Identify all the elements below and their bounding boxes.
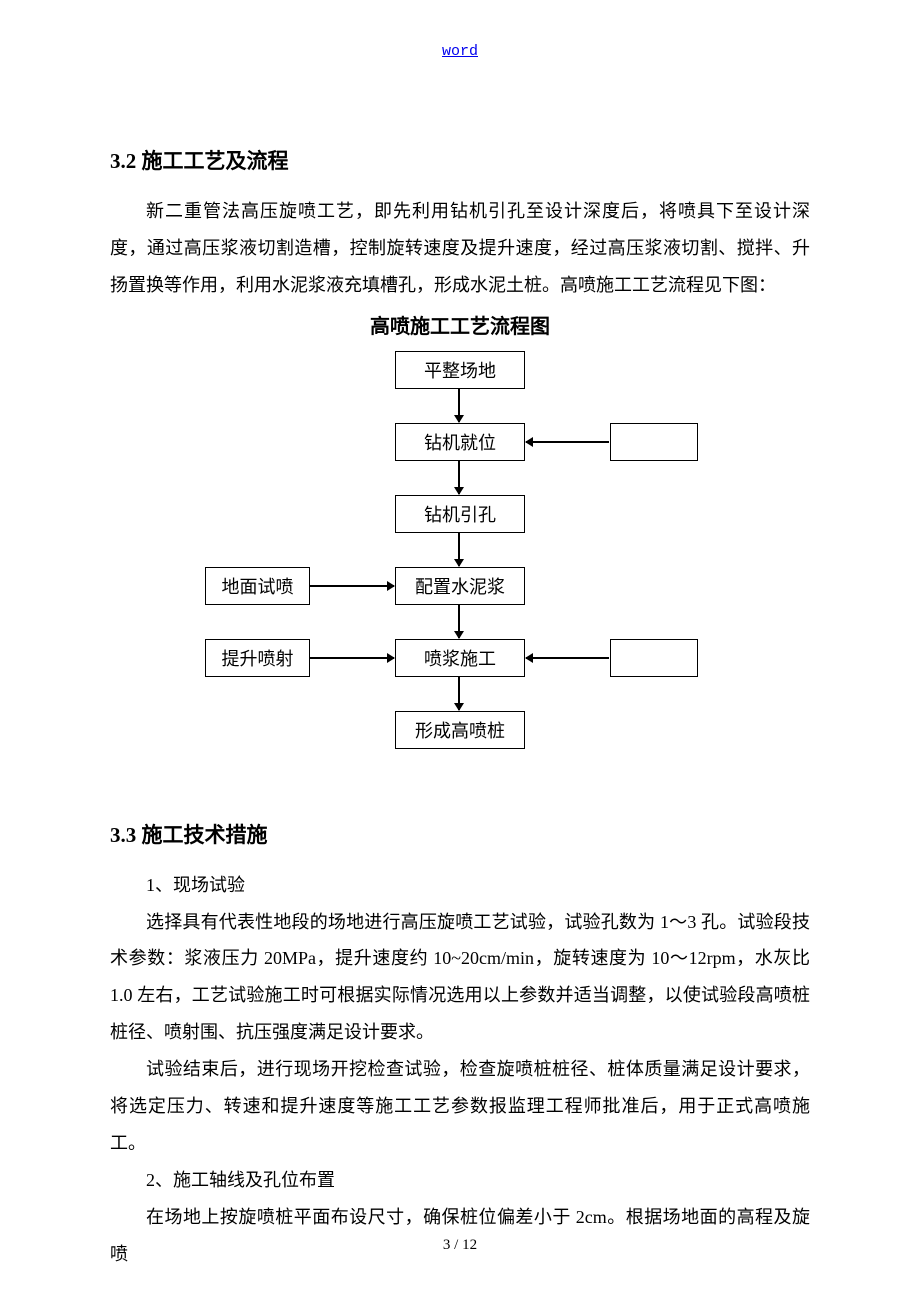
page-number: 3 / 12 xyxy=(443,1237,477,1254)
item1-title: 1、现场试验 xyxy=(110,867,810,904)
flowchart-title: 高喷施工工艺流程图 xyxy=(110,310,810,339)
arrow-l1-to-n4 xyxy=(310,585,394,587)
flow-node-l1: 地面试喷 xyxy=(205,567,310,605)
flow-node-n2: 钻机就位 xyxy=(395,423,525,461)
item2-p1: 在场地上按旋喷桩平面布设尺寸，确保桩位偏差小于 2cm。根据场地面的高程及旋喷 xyxy=(110,1199,810,1273)
flow-node-l2: 提升喷射 xyxy=(205,639,310,677)
section-32-heading: 3.2 施工工艺及流程 xyxy=(110,145,810,175)
flow-node-n1: 平整场地 xyxy=(395,351,525,389)
flowchart-container: 平整场地 钻机就位 钻机引孔 配置水泥浆 喷浆施工 形成高喷桩 地面试喷 提升喷… xyxy=(110,351,810,791)
flowchart: 平整场地 钻机就位 钻机引孔 配置水泥浆 喷浆施工 形成高喷桩 地面试喷 提升喷… xyxy=(190,351,730,791)
section-33-heading: 3.3 施工技术措施 xyxy=(110,819,810,849)
item2-title: 2、施工轴线及孔位布置 xyxy=(110,1162,810,1199)
arrow-down-4 xyxy=(458,605,460,638)
flow-node-n5: 喷浆施工 xyxy=(395,639,525,677)
flow-node-r2 xyxy=(610,639,698,677)
flow-node-n6: 形成高喷桩 xyxy=(395,711,525,749)
item1-p2: 试验结束后，进行现场开挖检查试验，检查旋喷桩桩径、桩体质量满足设计要求，将选定压… xyxy=(110,1051,810,1162)
item1-p1: 选择具有代表性地段的场地进行高压旋喷工艺试验，试验孔数为 1～3 孔。试验段技术… xyxy=(110,904,810,1052)
arrow-r1-to-n2 xyxy=(526,441,609,443)
header-link[interactable]: word xyxy=(442,43,478,60)
section-32-paragraph: 新二重管法高压旋喷工艺，即先利用钻机引孔至设计深度后，将喷具下至设计深度，通过高… xyxy=(110,193,810,304)
arrow-l2-to-n5 xyxy=(310,657,394,659)
arrow-down-5 xyxy=(458,677,460,710)
flow-node-n4: 配置水泥浆 xyxy=(395,567,525,605)
arrow-r2-to-n5 xyxy=(526,657,609,659)
flow-node-r1 xyxy=(610,423,698,461)
arrow-down-2 xyxy=(458,461,460,494)
arrow-down-3 xyxy=(458,533,460,566)
flow-node-n3: 钻机引孔 xyxy=(395,495,525,533)
arrow-down-1 xyxy=(458,389,460,422)
